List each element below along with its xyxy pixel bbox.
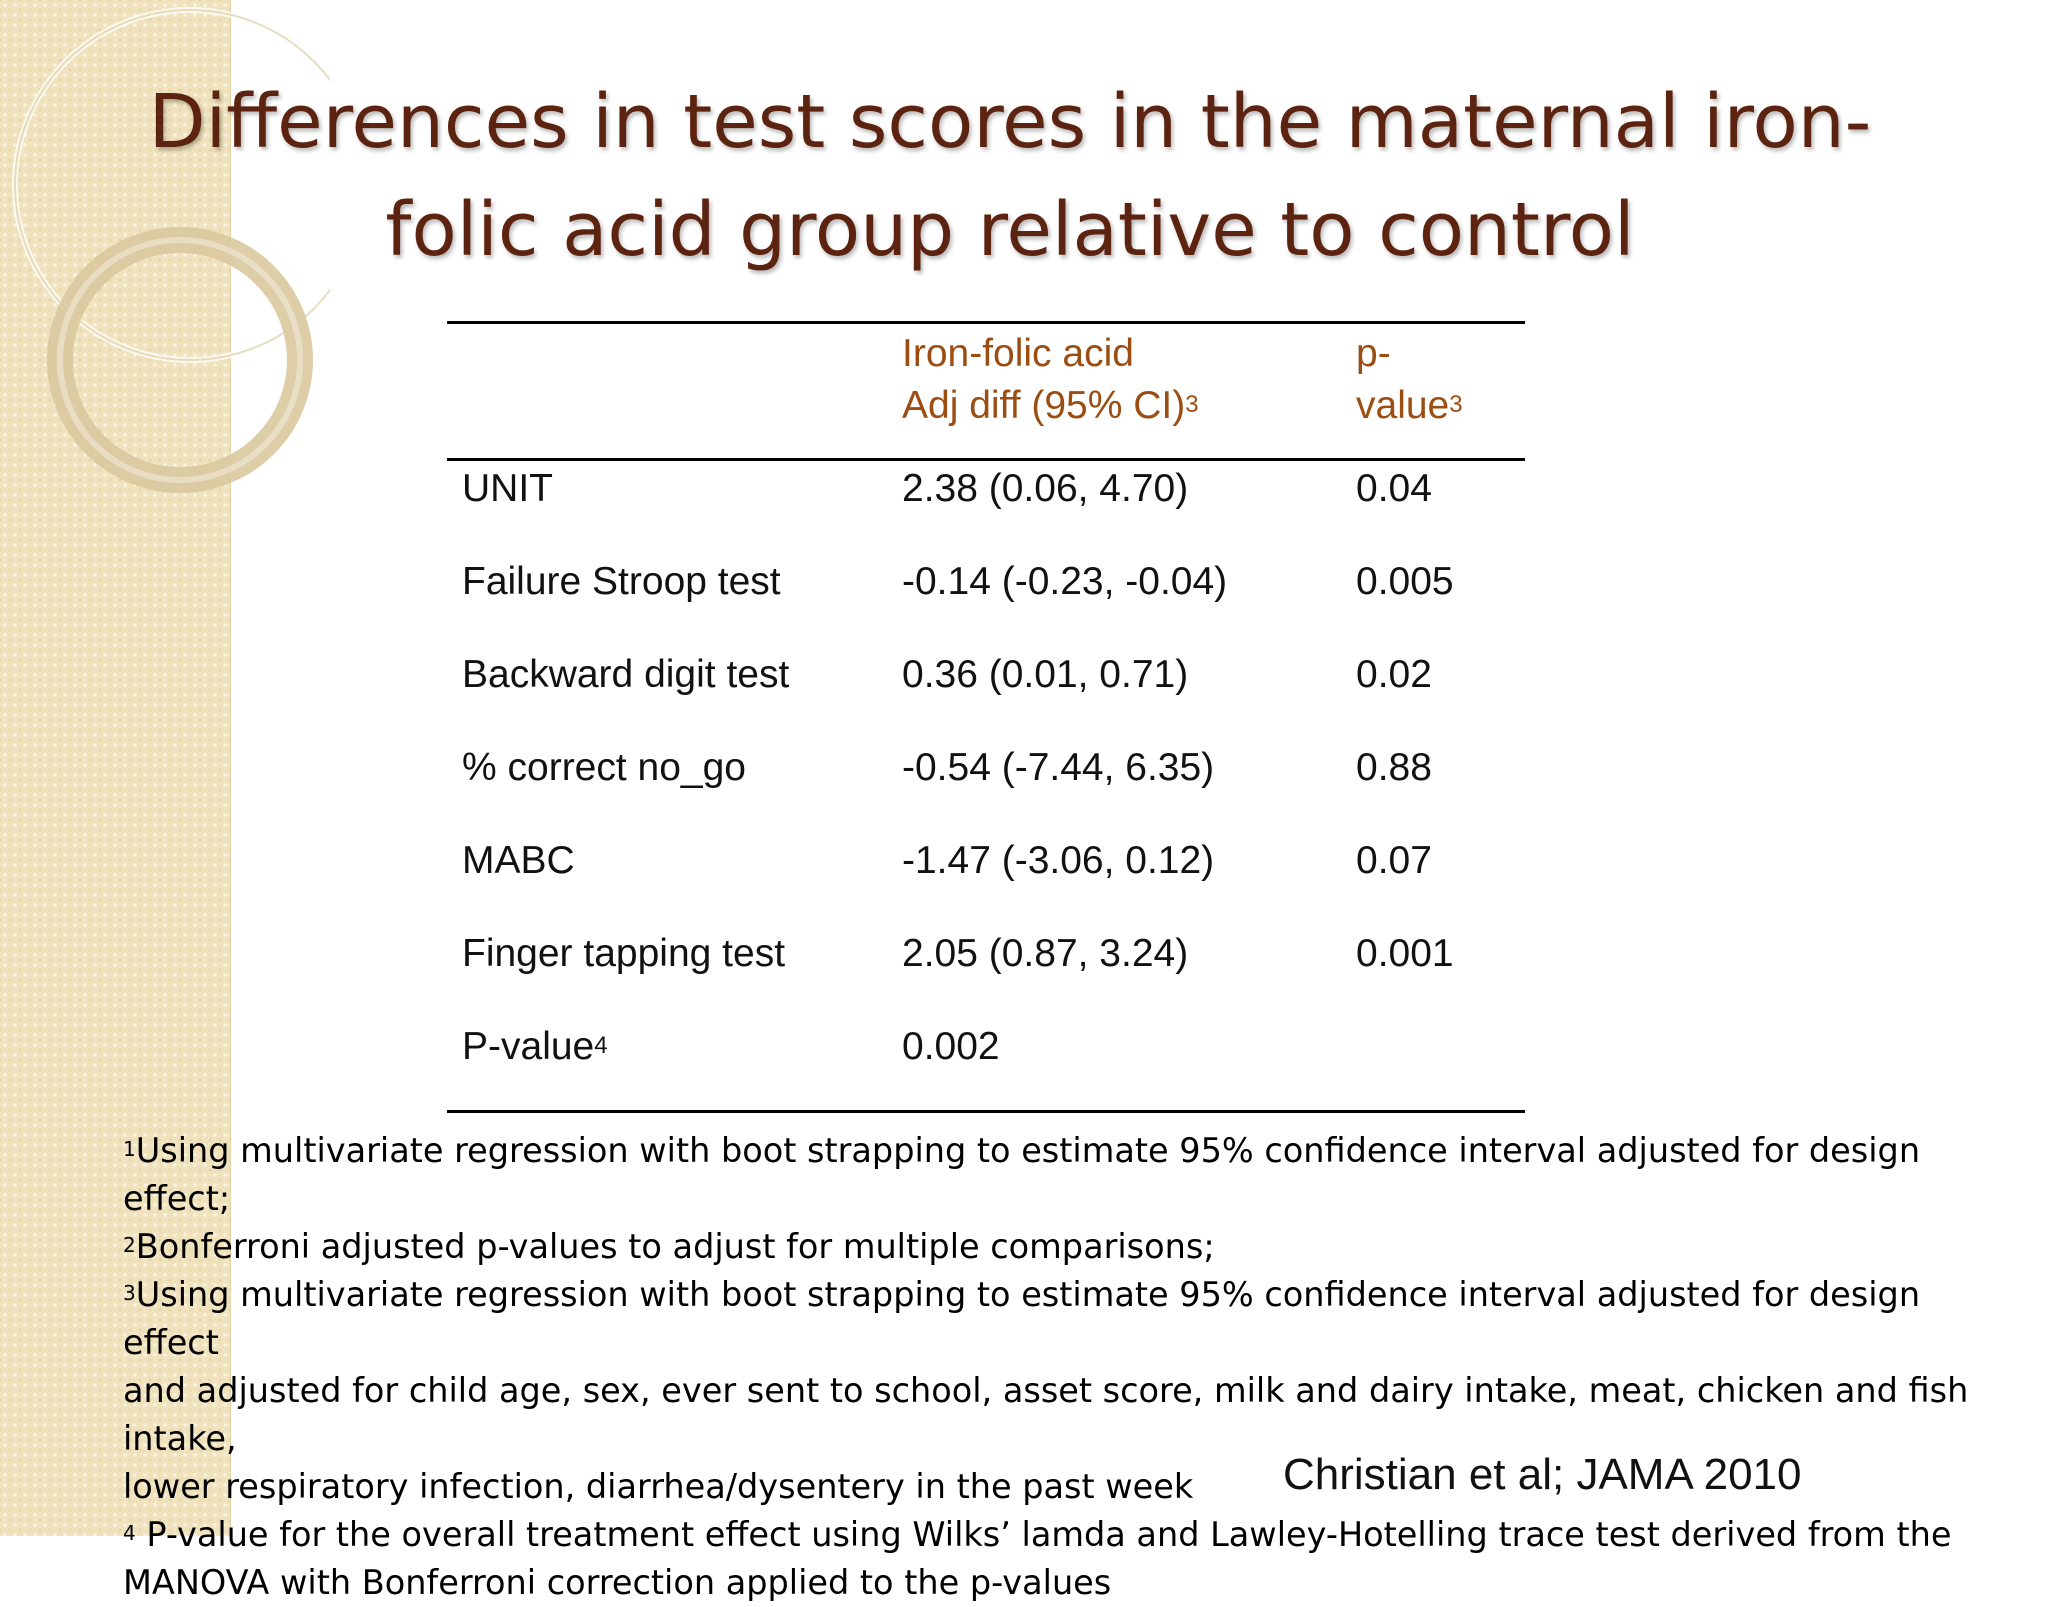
header-col3-line1: p- xyxy=(1356,332,1391,375)
table-header-rule xyxy=(447,458,1525,461)
header-col2-line2: Adj diff (95% CI)3 xyxy=(902,384,1199,427)
title-line-2: folic acid group relative to control xyxy=(385,187,1635,273)
row-diff: 2.05 (0.87, 3.24) xyxy=(902,932,1189,975)
row-label: Backward digit test xyxy=(462,653,790,696)
header-col3-line2: value3 xyxy=(1356,384,1463,427)
row-p: 0.02 xyxy=(1356,653,1432,696)
table-top-rule xyxy=(447,321,1525,324)
row-p: 0.001 xyxy=(1356,932,1454,975)
row-diff: 0.36 (0.01, 0.71) xyxy=(902,653,1189,696)
row-diff: 2.38 (0.06, 4.70) xyxy=(902,467,1189,510)
row-label: Finger tapping test xyxy=(462,932,786,975)
footnotes: 1Using multivariate regression with boot… xyxy=(123,1127,2003,1607)
row-label: P-value4 xyxy=(462,1025,608,1068)
row-label: UNIT xyxy=(462,467,553,510)
row-p: 0.005 xyxy=(1356,560,1454,603)
row-diff: -1.47 (-3.06, 0.12) xyxy=(902,839,1215,882)
row-diff: -0.54 (-7.44, 6.35) xyxy=(902,746,1215,789)
row-diff: -0.14 (-0.23, -0.04) xyxy=(902,560,1228,603)
row-diff: 0.002 xyxy=(902,1025,1000,1068)
row-label: MABC xyxy=(462,839,575,882)
table-bottom-rule xyxy=(447,1110,1525,1113)
row-p: 0.07 xyxy=(1356,839,1432,882)
row-p: 0.88 xyxy=(1356,746,1432,789)
citation: Christian et al; JAMA 2010 xyxy=(1283,1450,1802,1499)
row-label: % correct no_go xyxy=(462,746,746,789)
row-p: 0.04 xyxy=(1356,467,1432,510)
footnote-1: 1Using multivariate regression with boot… xyxy=(123,1131,1921,1218)
header-col2-line1: Iron-folic acid xyxy=(902,332,1134,375)
footnote-4: 4 P-value for the overall treatment effe… xyxy=(123,1515,1952,1602)
row-label: Failure Stroop test xyxy=(462,560,781,603)
decorative-rings xyxy=(12,7,330,493)
title-line-1: Differences in test scores in the matern… xyxy=(148,79,1872,165)
footnote-2: 2Bonferroni adjusted p-values to adjust … xyxy=(123,1227,1215,1266)
slide-title: Differences in test scores in the matern… xyxy=(120,68,1900,284)
footnote-3: 3Using multivariate regression with boot… xyxy=(123,1275,1969,1506)
